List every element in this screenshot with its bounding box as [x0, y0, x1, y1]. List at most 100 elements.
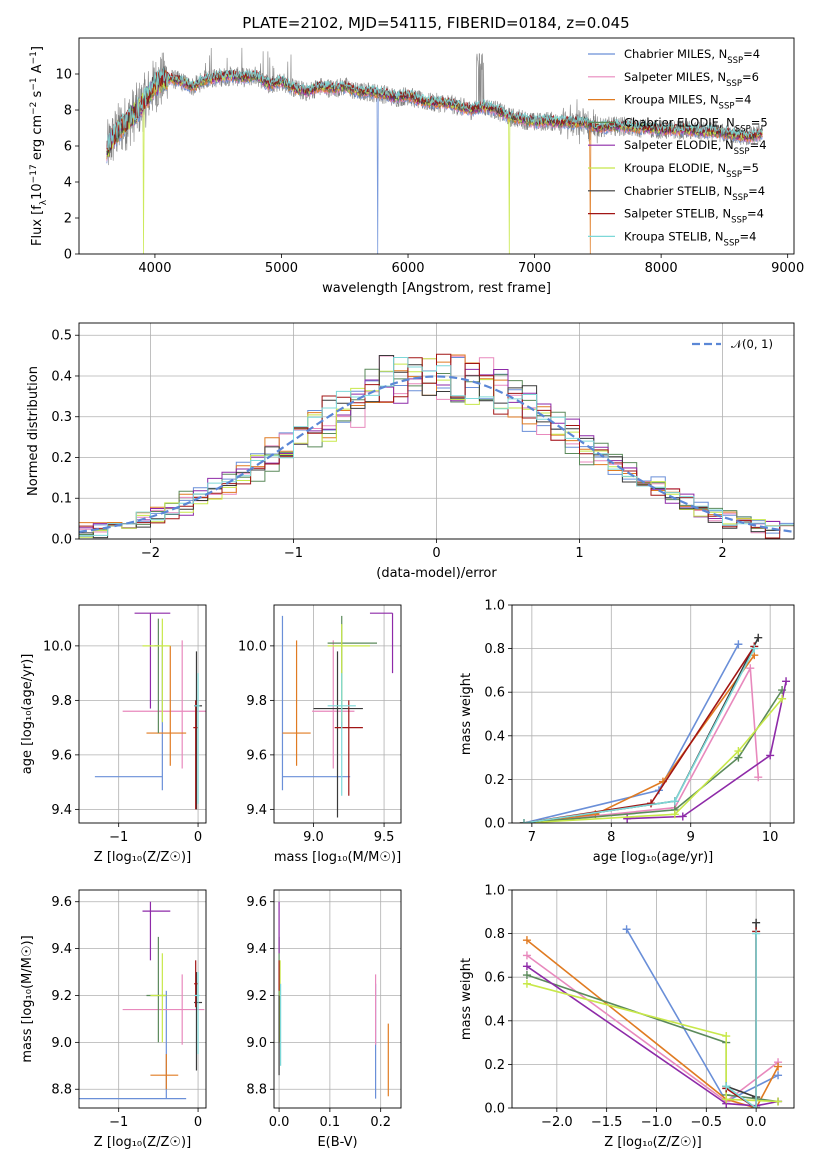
legend-label-text: Salpeter STELIB, N: [624, 207, 731, 221]
chart-residuals: −2 −1 0 1 2 0.0 0.1 0.2 0.3 0.4 0.5 (data-model)/er…: [26, 322, 795, 581]
plot-area: [106, 47, 763, 254]
x-tick-label: 9000: [771, 261, 804, 276]
legend-label-salpeter-stelib: Salpeter STELIB, NSSP=4: [624, 207, 764, 226]
data-point-marker: [522, 971, 531, 980]
legend-label-chabrier-miles: Chabrier MILES, NSSP=4: [624, 47, 760, 66]
y-tick-label: 0.2: [51, 451, 72, 466]
y-axis-label-part: −1: [29, 51, 39, 64]
y-tick-label: 0.6: [484, 686, 505, 701]
plot-area: [79, 353, 794, 539]
legend-label-suffix: =5: [742, 161, 759, 175]
figure-title: PLATE=2102, MJD=54115, FIBERID=0184, z=0…: [242, 14, 629, 32]
x-tick-label: 0.1: [320, 1115, 341, 1130]
series-kroupa-stelib: [722, 929, 761, 1108]
x-tick-label: 6000: [391, 261, 424, 276]
x-axis-label: wavelength [Angstrom, rest frame]: [322, 281, 551, 296]
legend-label-kroupa-elodie: Kroupa ELODIE, NSSP=5: [624, 161, 759, 180]
axes-frame: [78, 37, 795, 255]
y-tick-label: 10.0: [43, 639, 72, 654]
errorbar-chabrier-stelib: [313, 651, 363, 818]
legend-label-suffix: =4: [748, 184, 765, 198]
errorbar-kroupa-stelib: [327, 673, 356, 796]
axes-frame: [511, 604, 795, 824]
legend-label-text: Salpeter ELODIE, N: [624, 138, 734, 152]
errorbar-chabrier-miles: [94, 640, 163, 791]
axes-frame: [78, 604, 207, 824]
y-tick-label: 9.6: [51, 895, 72, 910]
y-axis-label-part: s: [30, 90, 45, 101]
y-tick-label: 0: [64, 248, 72, 263]
y-axis-label-part: erg cm: [30, 115, 45, 164]
y-tick-label: 9.8: [246, 694, 267, 709]
y-tick-label: 1.0: [484, 884, 505, 899]
y-tick-label: 0.1: [51, 492, 72, 507]
data-point-marker: [522, 979, 531, 988]
errorbar-kroupa-elodie: [142, 618, 171, 723]
x-tick-label: −0.5: [691, 1115, 723, 1130]
y-tick-label: 8.8: [246, 1083, 267, 1098]
x-tick-label: 9: [687, 830, 695, 845]
x-tick-label: 0.0: [269, 1115, 290, 1130]
axes-frame: [78, 322, 795, 540]
data-point-marker: [678, 812, 687, 821]
data-point-marker: [778, 694, 787, 703]
series-line: [523, 665, 760, 823]
y-tick-label: 0.4: [51, 369, 72, 384]
plot-area: [94, 612, 206, 810]
y-tick-label: 0.2: [484, 1058, 505, 1073]
x-tick-label: 9.0: [303, 830, 324, 845]
data-point-marker: [754, 773, 763, 782]
errorbar-kroupa-miles: [150, 1054, 179, 1090]
y-tick-label: 9.0: [246, 1036, 267, 1051]
legend-label-kroupa-miles: Kroupa MILES, NSSP=4: [624, 93, 751, 112]
y-tick-label: 2: [64, 212, 72, 227]
x-tick-label: 8000: [645, 261, 678, 276]
legend-label-sub: SSP: [735, 124, 751, 134]
x-tick-label: −1.0: [641, 1115, 673, 1130]
series-line: [523, 698, 783, 823]
x-tick-label: −2: [141, 546, 160, 561]
x-tick-label: 0.2: [370, 1115, 391, 1130]
legend-label-salpeter-elodie: Salpeter ELODIE, NSSP=4: [624, 138, 767, 157]
legend-label-salpeter-miles: Salpeter MILES, NSSP=6: [624, 70, 759, 89]
normal-curve: [79, 375, 794, 533]
x-axis-label: (data-model)/error: [376, 566, 497, 581]
y-tick-label: 6: [64, 140, 72, 155]
errorbar-chabrier-miles: [79, 990, 187, 1100]
y-axis-label: age [log₁₀(age/yr)]: [20, 654, 35, 775]
y-tick-label: 0.0: [51, 533, 72, 548]
y-axis-label: Flux [fλ10−17 erg cm−2 s−1 A−1]: [29, 46, 49, 246]
data-point-marker: [766, 751, 775, 760]
errorbar-salpeter-stelib: [334, 700, 363, 796]
data-point-marker: [746, 664, 755, 673]
data-point-marker: [722, 1082, 731, 1091]
x-tick-label: 7000: [518, 261, 551, 276]
y-tick-label: 8.8: [51, 1083, 72, 1098]
y-tick-label: 9.6: [51, 748, 72, 763]
x-axis-label: E(B-V): [317, 1135, 357, 1150]
data-point-marker: [522, 962, 531, 971]
legend-label-sub: SSP: [719, 102, 735, 112]
legend-label-suffix: =4: [750, 138, 767, 152]
y-tick-label: 8: [64, 104, 72, 119]
legend-label-text: Chabrier STELIB, N: [624, 184, 732, 198]
legend-label-text: Chabrier MILES, N: [624, 47, 727, 61]
y-tick-label: 9.0: [51, 1036, 72, 1051]
y-axis-label-part: 10: [30, 183, 45, 200]
plot-area: [281, 612, 394, 818]
legend-label-sub: SSP: [734, 147, 750, 157]
data-point-marker: [752, 918, 761, 927]
y-tick-label: 10: [55, 68, 72, 83]
y-axis-label-part: −1: [29, 77, 39, 90]
y-axis-label: mass [log₁₀(M/M☉)]: [20, 935, 35, 1062]
data-point-marker: [722, 1095, 731, 1104]
chart-spectrum: 4000 5000 6000 7000 8000 9000 0 2 4 6 8 10 wavelengt…: [29, 37, 804, 296]
y-tick-label: 0.0: [484, 817, 505, 832]
y-axis-label-part: Flux [f: [30, 205, 45, 246]
legend-label-suffix: =4: [747, 207, 764, 221]
y-axis-label-part: λ: [39, 199, 49, 205]
series-line: [627, 681, 787, 820]
x-tick-label: 1: [575, 546, 583, 561]
